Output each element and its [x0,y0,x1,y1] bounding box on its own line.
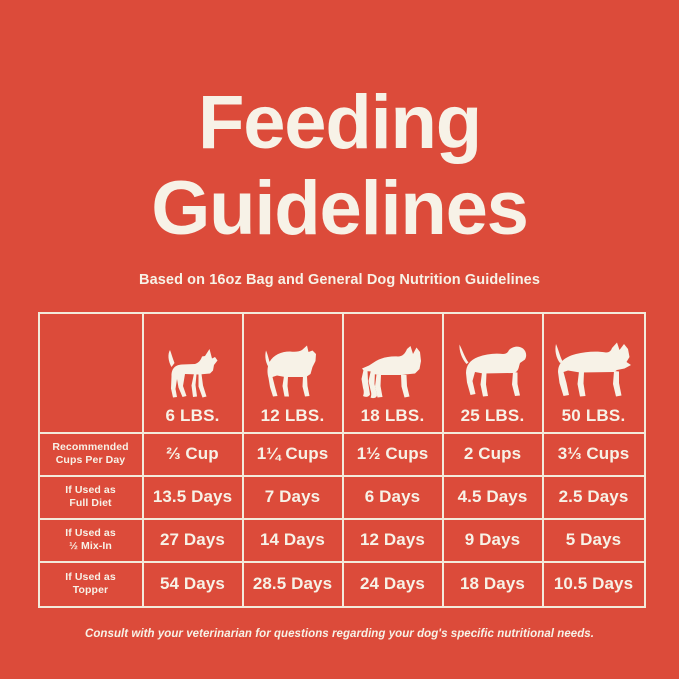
weight-label: 18 LBS. [360,405,425,425]
french-bulldog-icon [359,314,427,407]
weight-label: 12 LBS. [260,405,325,425]
table-corner-cell [39,313,144,434]
cell-value: 9 Days [443,519,544,563]
column-header-25lbs: 25 LBS. [443,313,544,434]
cell-value: 18 Days [444,562,544,606]
table-row: If Used as ½ Mix-In 27 Days 14 Days 12 D… [39,519,644,563]
row-label-line-1: If Used as [65,570,116,583]
cell-value: 1½ Cups [343,433,444,477]
small-terrier-dog-icon [165,314,221,407]
cell-value: 2 Cups [443,433,544,477]
title-line-1: Feeding [198,80,482,165]
title-line-2: Guidelines [151,166,529,252]
row-label-line-1: If Used as [65,526,116,539]
row-label-line-2: Full Diet [69,497,112,510]
page-title: Feeding Guidelines Based on 16oz Bag and… [0,80,679,288]
cell-value: 6 Days [343,476,444,520]
row-label-line-1: Recommended [52,440,129,453]
row-label-line-2: Cups Per Day [55,454,126,467]
cell-value: 4.5 Days [443,476,544,520]
cell-value: 28.5 Days [244,562,344,606]
cell-value: 12 Days [343,519,444,563]
row-label-line-1: If Used as [65,483,116,496]
veterinarian-disclaimer: Consult with your veterinarian for quest… [85,627,594,640]
table-row: Recommended Cups Per Day ⅔ Cup 1¼ Cups 1… [39,433,644,477]
cell-value: 1¼ Cups [243,433,344,477]
feeding-table: 6 LBS. [37,311,646,608]
cell-value: ⅔ Cup [143,433,244,477]
cell-value: 24 Days [344,562,444,606]
cell-value: 2.5 Days [543,477,644,520]
cell-value: 5 Days [543,520,644,563]
cell-value: 3⅓ Cups [543,434,644,477]
column-header-12lbs: 12 LBS. [243,313,344,434]
column-header-6lbs: 6 LBS. [143,313,244,434]
weight-label: 25 LBS. [460,405,525,425]
subtitle: Based on 16oz Bag and General Dog Nutrit… [139,271,540,288]
table-row: If Used as Full Diet 13.5 Days 7 Days 6 … [39,476,644,520]
beagle-dog-icon [457,314,529,407]
cell-value: 54 Days [144,562,244,606]
row-label-recommended-cups: Recommended Cups Per Day [39,433,144,477]
table-header-row: 6 LBS. [39,313,644,434]
weight-label: 6 LBS. [165,405,220,425]
column-header-18lbs: 18 LBS. [343,313,444,434]
spitz-dog-icon [263,314,323,407]
row-label-half-mix-in: If Used as ½ Mix-In [39,519,144,563]
column-header-50lbs: 50 LBS. [543,314,644,434]
cell-value: 27 Days [143,519,244,563]
shepherd-dog-icon [554,314,634,407]
cell-value: 14 Days [243,519,344,563]
cell-value: 7 Days [243,476,344,520]
row-label-full-diet: If Used as Full Diet [39,476,144,520]
cell-value: 10.5 Days [553,574,634,594]
weight-label: 50 LBS. [561,405,626,425]
feeding-table-wrapper: 6 LBS. [37,311,646,608]
row-label-topper: If Used as Topper [40,562,144,606]
cell-value: 13.5 Days [143,476,244,520]
row-label-line-2: Topper [72,584,109,597]
table-row: If Used as Topper 54 Days 28.5 Days 24 D… [40,562,644,606]
row-label-line-2: ½ Mix-In [69,540,112,553]
